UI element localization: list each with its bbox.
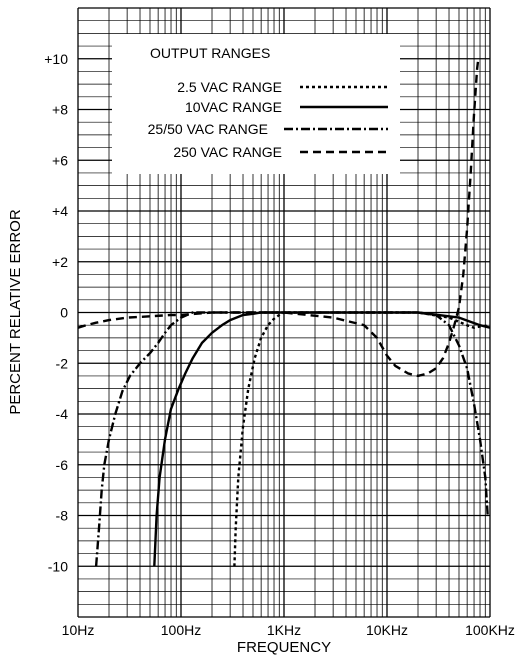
legend-label-2: 10VAC RANGE	[185, 99, 282, 115]
y-tick-label: +8	[52, 102, 68, 118]
y-tick-label: +2	[52, 254, 68, 270]
x-tick-label: 10KHz	[366, 622, 408, 638]
y-tick-label: -10	[48, 558, 68, 574]
series-line-4	[77, 58, 480, 378]
y-tick-label: -2	[56, 355, 69, 371]
x-tick-label: 1KHz	[267, 622, 301, 638]
y-tick-label: +10	[44, 51, 68, 67]
legend-title: OUTPUT RANGES	[150, 45, 270, 61]
legend-label-1: 2.5 VAC RANGE	[177, 79, 282, 95]
y-tick-label: +4	[52, 203, 68, 219]
y-tick-label: +6	[52, 152, 68, 168]
legend: OUTPUT RANGES 2.5 VAC RANGE 10VAC RANGE 25…	[112, 34, 400, 174]
x-tick-labels: 10Hz 100Hz 1KHz 10KHz 100KHz	[62, 622, 515, 638]
x-tick-label: 100Hz	[161, 622, 201, 638]
x-tick-label: 100KHz	[465, 622, 515, 638]
series-line-1	[233, 311, 491, 567]
series-line-2	[153, 311, 491, 567]
y-axis-title: PERCENT RELATIVE ERROR	[7, 209, 24, 414]
y-tick-label: 0	[60, 305, 68, 321]
legend-label-4: 250 VAC RANGE	[173, 144, 282, 160]
curves	[77, 58, 491, 567]
y-tick-label: -8	[56, 508, 69, 524]
y-tick-label: -4	[56, 406, 69, 422]
x-tick-label: 10Hz	[62, 622, 95, 638]
legend-box	[112, 34, 400, 174]
legend-label-3: 25/50 VAC RANGE	[148, 121, 268, 137]
y-tick-labels: +10 +8 +6 +4 +2 0 -2 -4 -6 -8 -10	[44, 51, 68, 575]
series-line-3	[94, 311, 489, 567]
y-tick-label: -6	[56, 457, 69, 473]
x-axis-title: FREQUENCY	[237, 639, 331, 656]
